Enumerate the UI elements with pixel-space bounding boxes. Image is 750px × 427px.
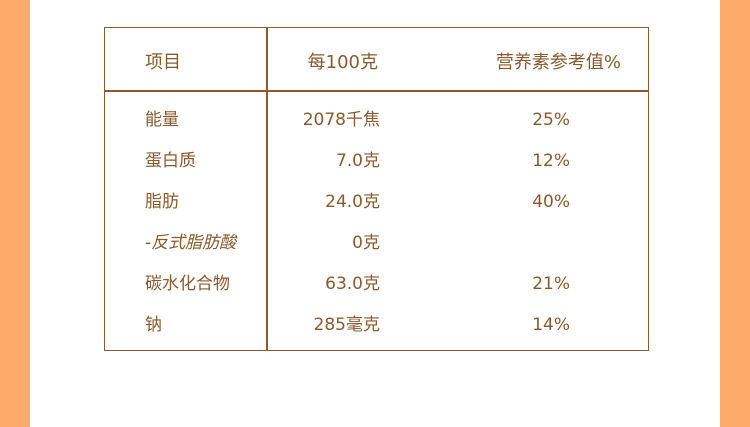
- header-per-100g: 每100克: [307, 52, 378, 73]
- row-carbohydrate-nrv: 21%: [532, 274, 570, 294]
- row-fat-item: 脂肪: [145, 192, 179, 212]
- row-fat-nrv: 40%: [532, 192, 570, 212]
- row-sodium-per100g: 285毫克: [313, 315, 380, 335]
- row-trans-fat-per100g: 0克: [352, 233, 380, 253]
- row-carbohydrate-per100g: 63.0克: [325, 274, 380, 294]
- row-protein-per100g: 7.0克: [335, 151, 380, 171]
- row-protein-item: 蛋白质: [145, 151, 196, 171]
- row-energy-per100g: 2078千焦: [302, 110, 380, 130]
- row-energy-nrv: 25%: [532, 110, 570, 130]
- row-sodium-nrv: 14%: [532, 315, 570, 335]
- nutrition-facts-table: 项目 每100克 营养素参考值% 能量 2078千焦 25% 蛋白质 7.0克 …: [104, 27, 649, 351]
- right-orange-border: [720, 0, 750, 427]
- header-nrv-percent: 营养素参考值%: [495, 52, 621, 73]
- column-divider: [266, 28, 268, 350]
- header-divider: [105, 90, 648, 92]
- left-orange-border: [0, 0, 30, 427]
- row-energy-item: 能量: [145, 110, 179, 130]
- row-protein-nrv: 12%: [532, 151, 570, 171]
- row-trans-fat-item: -反式脂肪酸: [145, 233, 237, 253]
- row-sodium-item: 钠: [145, 315, 162, 335]
- header-item: 项目: [145, 52, 181, 73]
- row-fat-per100g: 24.0克: [325, 192, 380, 212]
- row-carbohydrate-item: 碳水化合物: [145, 274, 230, 294]
